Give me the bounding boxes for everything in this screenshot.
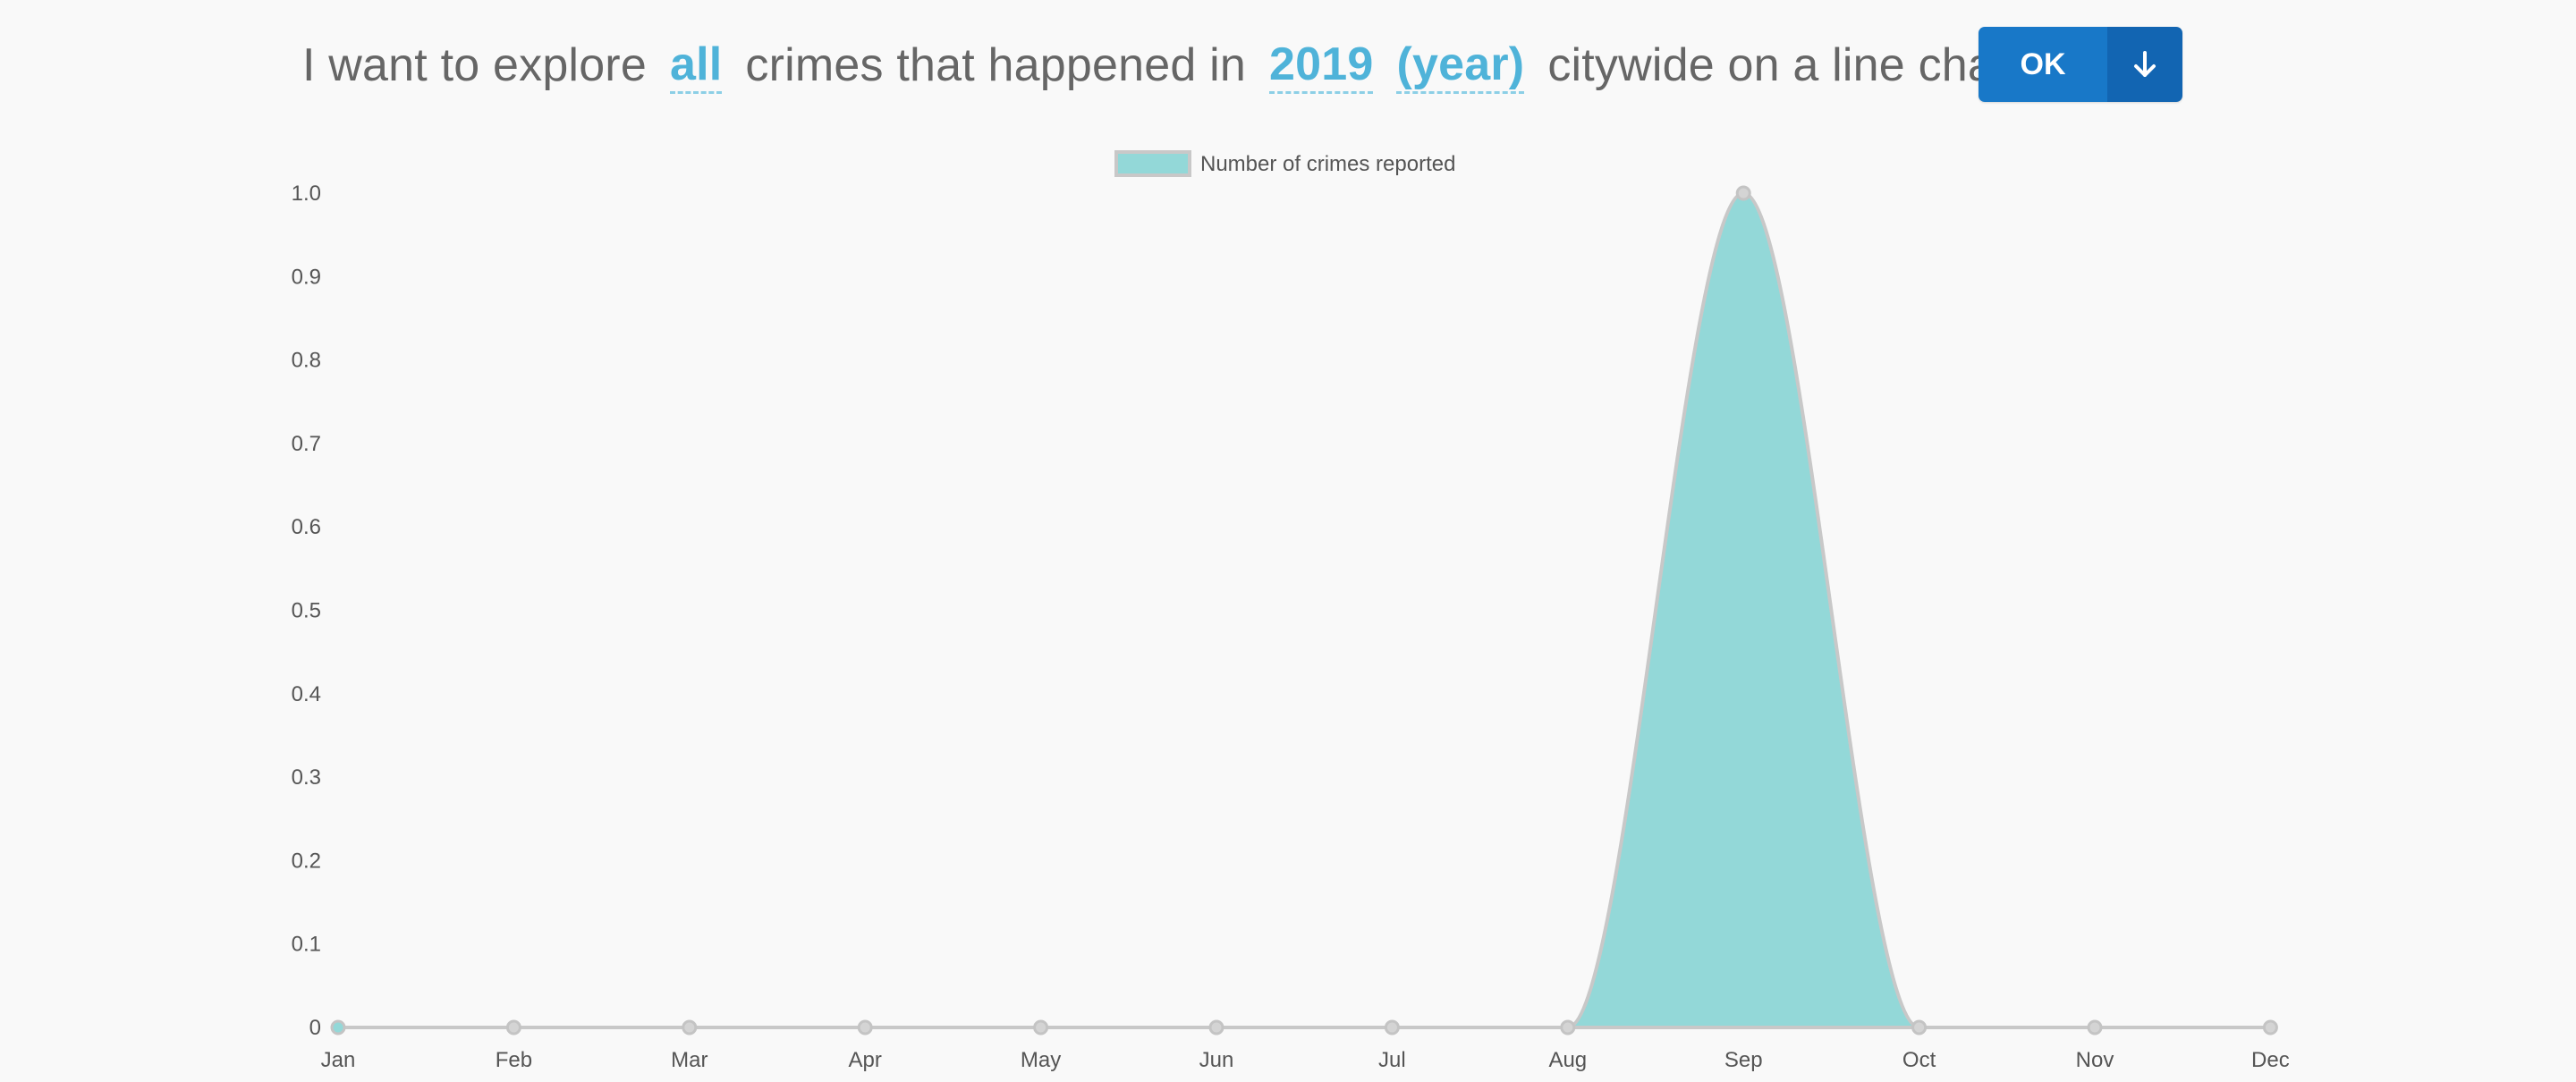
y-tick-label: 0.6 <box>292 515 321 539</box>
x-tick-label: Dec <box>2251 1048 2290 1072</box>
query-text-happened: crimes that happened in <box>745 39 1246 91</box>
plot-area <box>330 185 2278 1036</box>
data-point[interactable] <box>1033 1019 1049 1036</box>
y-tick-label: 0.8 <box>292 349 321 373</box>
data-point[interactable] <box>857 1019 873 1036</box>
y-tick-label: 0.5 <box>292 599 321 623</box>
y-tick-label: 0.1 <box>292 933 321 957</box>
x-tick-label: Feb <box>496 1048 532 1072</box>
data-point[interactable] <box>682 1019 698 1036</box>
ok-button-group: OK <box>1979 27 2182 102</box>
x-axis: Jan Feb Mar Apr May Jun Jul Aug Sep Oct Nov Dec <box>321 1048 2290 1072</box>
x-tick-label: May <box>1021 1048 1061 1072</box>
query-text-explore: I want to explore <box>302 39 647 91</box>
arrow-down-icon <box>2134 51 2156 77</box>
x-tick-label: Oct <box>1902 1048 1936 1072</box>
series-area <box>338 190 2271 1030</box>
x-tick-label: Sep <box>1724 1048 1763 1072</box>
x-tick-label: Jan <box>321 1048 356 1072</box>
query-bar: I want to explore all crimes that happen… <box>0 0 2576 134</box>
y-tick-label: 0.7 <box>292 432 321 456</box>
crime-type-selector[interactable]: all <box>669 38 723 94</box>
x-tick-label: Jun <box>1199 1048 1234 1072</box>
y-tick-label: 0.3 <box>292 765 321 790</box>
y-tick-label: 1.0 <box>292 182 321 206</box>
ok-button[interactable]: OK <box>1979 27 2107 102</box>
y-tick-label: 0.4 <box>292 682 321 706</box>
data-point[interactable] <box>505 1019 521 1036</box>
data-point[interactable] <box>1735 185 1751 201</box>
y-tick-label: 0 <box>309 1016 321 1040</box>
data-point[interactable] <box>1384 1019 1400 1036</box>
y-axis: 0 0.1 0.2 0.3 0.4 0.5 0.6 0.7 0.8 0.9 1.0 <box>292 182 321 1040</box>
x-tick-label: Aug <box>1548 1048 1587 1072</box>
data-point[interactable] <box>330 1019 346 1036</box>
legend-swatch <box>1114 150 1191 177</box>
download-button[interactable] <box>2107 27 2182 102</box>
y-tick-label: 0.9 <box>292 265 321 289</box>
query-text-citywide: citywide on a line chart <box>1547 39 2023 91</box>
data-point[interactable] <box>1560 1019 1576 1036</box>
y-tick-label: 0.2 <box>292 849 321 873</box>
crime-area-chart: Number of crimes reported 00.10.20.30.40… <box>292 150 2290 1072</box>
legend: Number of crimes reported <box>1114 150 1455 177</box>
x-tick-label: Apr <box>849 1048 882 1072</box>
period-selector[interactable]: (year) <box>1396 38 1525 94</box>
legend-label: Number of crimes reported <box>1200 152 1455 176</box>
x-tick-label: Nov <box>2076 1048 2114 1072</box>
data-point[interactable] <box>1911 1019 1928 1036</box>
data-point[interactable] <box>1208 1019 1224 1036</box>
data-point[interactable] <box>2262 1019 2278 1036</box>
data-point[interactable] <box>2087 1019 2103 1036</box>
x-tick-label: Mar <box>671 1048 708 1072</box>
query-sentence: I want to explore all crimes that happen… <box>302 32 2022 98</box>
year-selector[interactable]: 2019 <box>1269 38 1374 94</box>
x-tick-label: Jul <box>1378 1048 1406 1072</box>
